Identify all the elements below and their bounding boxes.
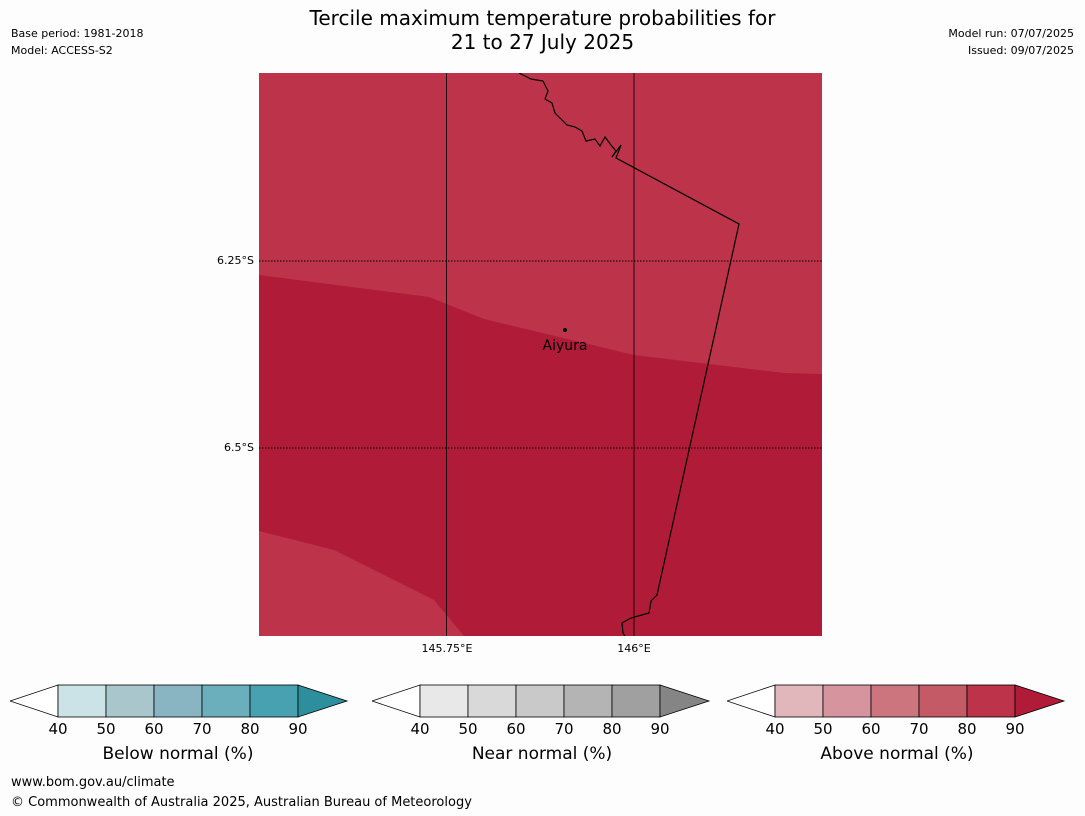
legend-over-arrow	[659, 684, 711, 718]
lon-label-145-75: 145.75°E	[421, 642, 473, 655]
town-marker	[563, 328, 567, 332]
legend-swatch	[515, 684, 565, 718]
legend-swatch	[966, 684, 1016, 718]
legend-swatch	[611, 684, 661, 718]
meta-left: Base period: 1981-2018 Model: ACCESS-S2	[11, 25, 143, 59]
legend-tick: 70	[192, 720, 212, 738]
legend-tick: 90	[288, 720, 308, 738]
legend-under-arrow	[372, 684, 421, 718]
model-name: Model: ACCESS-S2	[11, 44, 113, 57]
legend-title: Below normal (%)	[102, 744, 254, 764]
legend-tick: 40	[48, 720, 68, 738]
meta-right: Model run: 07/07/2025 Issued: 09/07/2025	[948, 25, 1074, 59]
legend-tick: 40	[410, 720, 430, 738]
legend-above-normal: 40 50 60 70 80 90 Above normal (%)	[727, 684, 1067, 764]
title-line-1: Tercile maximum temperature probabilitie…	[309, 6, 776, 30]
legend-tick: 60	[144, 720, 164, 738]
lon-label-146: 146°E	[617, 642, 651, 655]
legend-swatch	[153, 684, 203, 718]
base-period: Base period: 1981-2018	[11, 27, 144, 40]
legend-swatch	[249, 684, 299, 718]
title-line-2: 21 to 27 July 2025	[450, 30, 635, 54]
legend-swatch	[822, 684, 872, 718]
town-label: Aiyura	[543, 338, 588, 354]
legend-tick: 80	[602, 720, 622, 738]
legend-under-arrow	[727, 684, 776, 718]
legend-tick: 90	[650, 720, 670, 738]
legend-near-normal: 40 50 60 70 80 90 Near normal (%)	[372, 684, 712, 764]
legend-tick: 50	[96, 720, 116, 738]
legend-below-normal: 40 50 60 70 80 90 Below normal (%)	[10, 684, 350, 764]
legend-swatch	[918, 684, 968, 718]
legend-over-arrow	[1014, 684, 1066, 718]
legend-over-arrow	[297, 684, 349, 718]
legend-swatch	[774, 684, 824, 718]
legend-tick: 70	[554, 720, 574, 738]
legend-under-arrow	[10, 684, 59, 718]
legend-tick: 90	[1005, 720, 1025, 738]
legend-swatch	[563, 684, 613, 718]
footer-link[interactable]: www.bom.gov.au/climate	[11, 775, 175, 790]
legend-title: Near normal (%)	[471, 744, 613, 764]
lat-label-6-5: 6.5°S	[224, 441, 254, 454]
legend-tick: 50	[458, 720, 478, 738]
legend-tick: 40	[765, 720, 785, 738]
legend-tick: 80	[240, 720, 260, 738]
legend-swatch	[57, 684, 107, 718]
country-border	[518, 73, 740, 636]
legend-swatch	[201, 684, 251, 718]
legend-tick: 80	[957, 720, 977, 738]
legend-swatch	[105, 684, 155, 718]
legend-title: Above normal (%)	[820, 744, 974, 764]
legend-swatch	[419, 684, 469, 718]
region-above-90	[259, 275, 822, 636]
legend-swatch	[870, 684, 920, 718]
issued-date: Issued: 09/07/2025	[967, 44, 1074, 57]
lat-label-6-25: 6.25°S	[217, 254, 254, 267]
legend-tick: 70	[909, 720, 929, 738]
model-run: Model run: 07/07/2025	[948, 27, 1074, 40]
legend-tick: 50	[813, 720, 833, 738]
legend-tick: 60	[506, 720, 526, 738]
legend-tick: 60	[861, 720, 881, 738]
legend-swatch	[467, 684, 517, 718]
map-title: Tercile maximum temperature probabilitie…	[0, 6, 1085, 54]
probability-map: Aiyura	[259, 73, 822, 636]
footer-copyright: © Commonwealth of Australia 2025, Austra…	[11, 795, 472, 810]
